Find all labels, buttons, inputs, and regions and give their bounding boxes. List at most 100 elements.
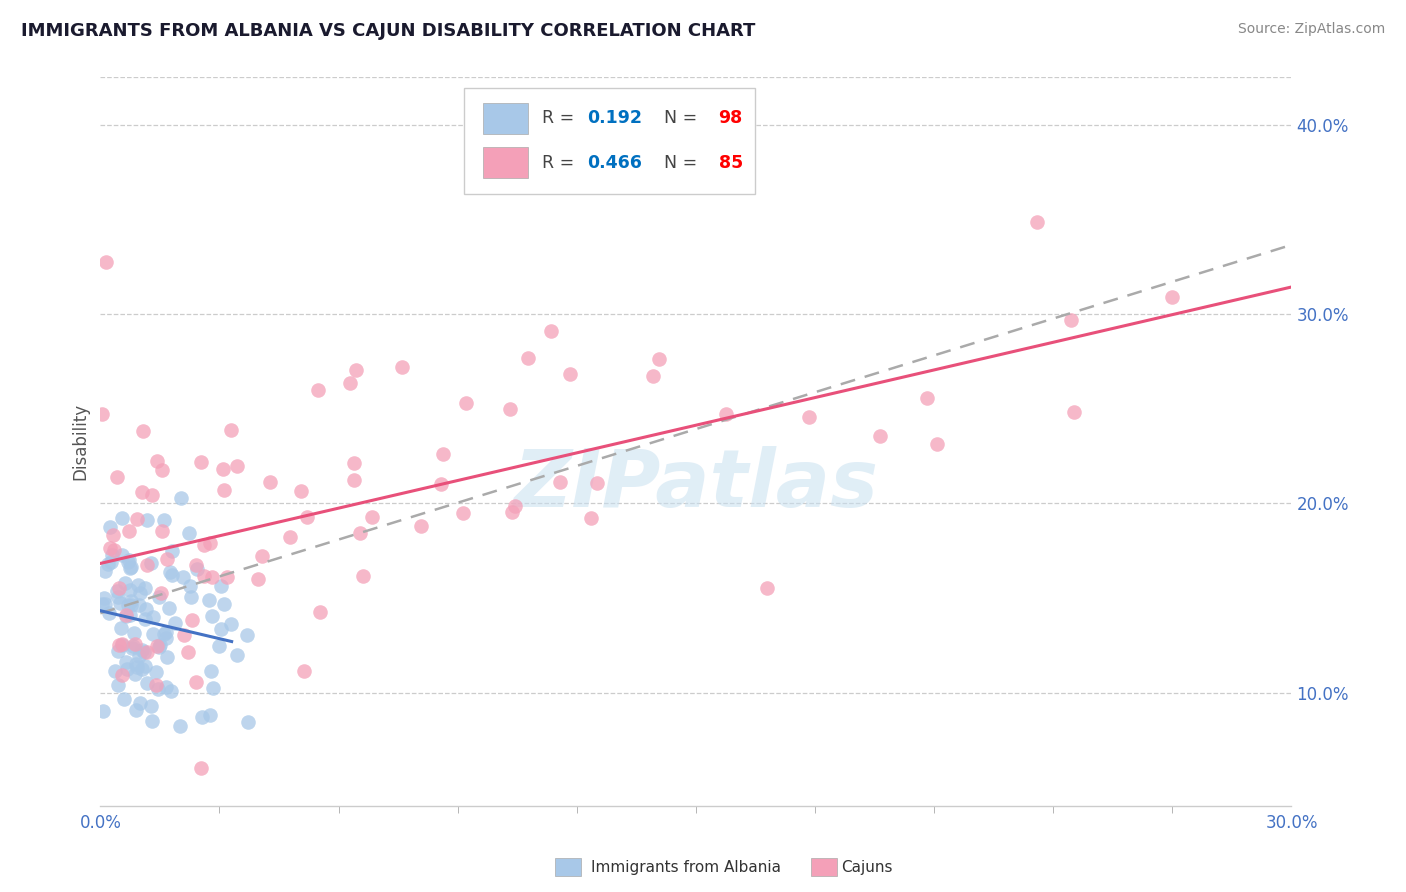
Point — [157, 600, 180, 615]
Point — [585, 475, 607, 490]
Point — [103, 528, 125, 542]
Point — [93, 564, 115, 578]
Point — [360, 509, 382, 524]
Point — [278, 531, 301, 545]
Point — [118, 524, 141, 538]
Point — [292, 664, 315, 678]
Point — [499, 401, 522, 416]
Point — [120, 598, 142, 612]
Point — [756, 581, 779, 595]
Point — [142, 610, 165, 624]
Point — [105, 470, 128, 484]
Point — [131, 663, 153, 677]
Text: 0.192: 0.192 — [588, 109, 643, 128]
Text: Source: ZipAtlas.com: Source: ZipAtlas.com — [1237, 22, 1385, 37]
Point — [915, 391, 938, 405]
Point — [120, 560, 142, 574]
Point — [111, 548, 134, 562]
Point — [134, 659, 156, 673]
Point — [219, 423, 242, 437]
Point — [97, 606, 120, 620]
Point — [430, 477, 453, 491]
Point — [122, 639, 145, 653]
Point — [148, 640, 170, 655]
Point — [128, 648, 150, 663]
Point — [162, 544, 184, 558]
Point — [869, 429, 891, 443]
Point — [122, 625, 145, 640]
Point — [391, 360, 413, 375]
Point — [181, 613, 204, 627]
FancyBboxPatch shape — [482, 103, 529, 134]
Point — [236, 714, 259, 729]
Point — [131, 425, 153, 439]
Point — [98, 541, 121, 555]
Point — [925, 436, 948, 450]
Point — [548, 475, 571, 490]
Point — [125, 512, 148, 526]
Text: IMMIGRANTS FROM ALBANIA VS CAJUN DISABILITY CORRELATION CHART: IMMIGRANTS FROM ALBANIA VS CAJUN DISABIL… — [21, 22, 755, 40]
Point — [344, 363, 367, 377]
Point — [797, 410, 820, 425]
Point — [124, 703, 146, 717]
Point — [97, 557, 120, 571]
Point — [155, 624, 177, 639]
Point — [246, 572, 269, 586]
Point — [107, 590, 129, 604]
Point — [201, 570, 224, 584]
Point — [503, 499, 526, 513]
Point — [91, 597, 114, 611]
Point — [540, 325, 562, 339]
Point — [134, 612, 156, 626]
Point — [186, 562, 208, 576]
Point — [105, 583, 128, 598]
Point — [156, 650, 179, 665]
Point — [516, 351, 538, 366]
Point — [118, 561, 141, 575]
Point — [501, 505, 523, 519]
Text: 0.466: 0.466 — [588, 153, 643, 171]
Point — [141, 556, 163, 570]
Point — [716, 407, 738, 421]
Point — [219, 616, 242, 631]
Point — [136, 645, 159, 659]
Point — [93, 591, 115, 605]
Point — [201, 608, 224, 623]
Point — [200, 664, 222, 678]
Point — [91, 704, 114, 718]
Point — [94, 254, 117, 268]
Point — [173, 627, 195, 641]
Point — [236, 627, 259, 641]
Point — [226, 458, 249, 473]
Point — [1060, 312, 1083, 326]
Point — [149, 638, 172, 652]
Point — [190, 761, 212, 775]
Point — [111, 510, 134, 524]
Point — [115, 608, 138, 623]
Point — [451, 506, 474, 520]
Point — [98, 520, 121, 534]
Point — [128, 598, 150, 612]
FancyBboxPatch shape — [482, 147, 529, 178]
Point — [153, 513, 176, 527]
Point — [225, 648, 247, 662]
Point — [342, 456, 364, 470]
Point — [115, 662, 138, 676]
Point — [156, 551, 179, 566]
Point — [290, 484, 312, 499]
Point — [145, 665, 167, 679]
Point — [129, 696, 152, 710]
Point — [129, 586, 152, 600]
Point — [309, 606, 332, 620]
Text: N =: N = — [652, 109, 703, 128]
Text: Cajuns: Cajuns — [841, 860, 893, 874]
Point — [155, 680, 177, 694]
FancyBboxPatch shape — [464, 88, 755, 194]
Text: N =: N = — [652, 153, 703, 171]
Point — [134, 645, 156, 659]
Point — [103, 543, 125, 558]
Point — [112, 691, 135, 706]
Point — [160, 684, 183, 698]
Point — [641, 369, 664, 384]
Point — [124, 637, 146, 651]
